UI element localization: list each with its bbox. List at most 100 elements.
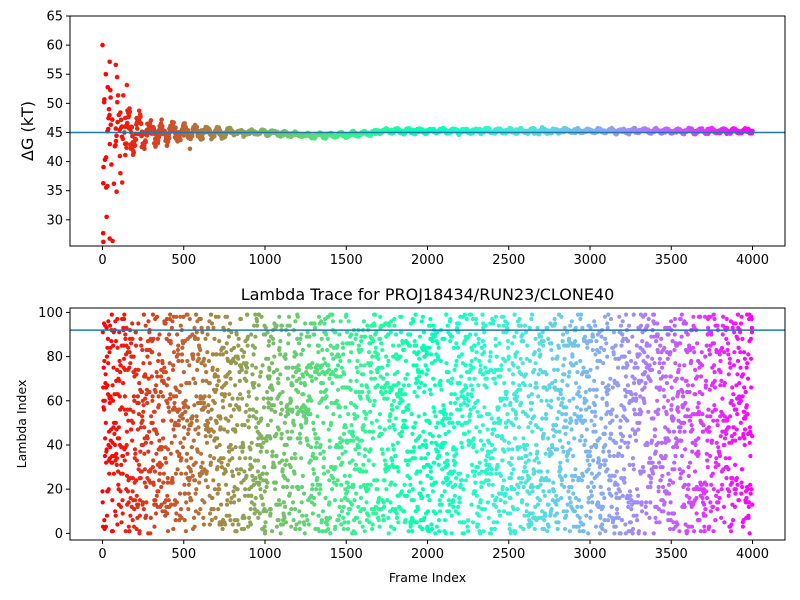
lambda-point: [449, 513, 454, 518]
lambda-point: [170, 480, 175, 485]
lambda-point: [229, 414, 234, 419]
lambda-point: [132, 447, 138, 452]
lambda-point: [326, 427, 331, 432]
lambda-point: [205, 332, 210, 337]
lambda-point: [144, 500, 149, 505]
lambda-point: [261, 396, 266, 401]
lambda-point: [403, 518, 408, 523]
lambda-point: [544, 416, 549, 421]
lambda-point: [221, 345, 226, 350]
lambda-point: [171, 427, 176, 432]
lambda-point: [379, 431, 384, 436]
lambda-point: [106, 361, 111, 366]
lambda-point: [415, 507, 420, 512]
lambda-point: [505, 412, 510, 417]
lambda-point: [210, 495, 215, 501]
lambda-point: [161, 436, 166, 441]
lambda-point: [562, 356, 567, 361]
lambda-point: [302, 522, 307, 527]
delta-g-point: [118, 117, 124, 123]
lambda-point: [196, 511, 201, 516]
lambda-point: [219, 502, 224, 507]
lambda-point: [119, 462, 124, 467]
lambda-point: [143, 323, 148, 328]
lambda-point: [318, 442, 323, 448]
lambda-point: [549, 398, 554, 403]
lambda-point: [368, 482, 373, 487]
lambda-point: [457, 500, 462, 505]
lambda-point: [442, 336, 447, 341]
lambda-point: [405, 462, 410, 467]
lambda-point: [441, 403, 446, 408]
lambda-point: [490, 431, 495, 436]
lambda-point: [369, 420, 374, 425]
lambda-points: [100, 312, 755, 536]
lambda-point: [533, 381, 539, 386]
lambda-point: [259, 416, 264, 421]
lambda-point: [300, 473, 305, 478]
lambda-point: [403, 358, 408, 364]
lambda-point: [381, 518, 386, 523]
lambda-point: [541, 343, 546, 348]
delta-g-point: [171, 120, 176, 125]
lambda-point: [559, 400, 565, 406]
lambda-point: [216, 378, 221, 383]
lambda-point: [243, 456, 248, 461]
lambda-point: [579, 478, 585, 483]
lambda-point: [399, 489, 404, 494]
lambda-point: [243, 487, 248, 492]
lambda-point: [165, 476, 170, 481]
lambda-point: [398, 354, 403, 359]
lambda-point: [410, 487, 415, 492]
lambda-point: [142, 480, 147, 485]
delta-g-point: [108, 122, 114, 127]
lambda-point: [208, 511, 213, 516]
lambda-point: [278, 339, 283, 344]
lambda-point: [435, 341, 440, 346]
lambda-point: [254, 425, 259, 430]
lambda-point: [521, 526, 526, 532]
lambda-point: [175, 347, 180, 353]
lambda-point: [551, 489, 557, 494]
lambda-point: [216, 482, 221, 487]
lambda-point: [153, 498, 158, 503]
lambda-point: [512, 487, 517, 492]
lambda-point: [560, 332, 566, 337]
lambda-point: [216, 314, 221, 319]
lambda-point: [176, 423, 181, 428]
lambda-point: [280, 467, 285, 472]
lambda-point: [504, 389, 509, 395]
lambda-point: [465, 524, 470, 529]
lambda-point: [250, 363, 255, 368]
lambda-point: [401, 383, 406, 388]
delta-g-point: [148, 118, 154, 123]
lambda-point: [538, 482, 543, 487]
lambda-point: [355, 370, 360, 375]
lambda-point: [311, 451, 316, 456]
lambda-point: [265, 389, 270, 395]
lambda-point: [482, 405, 487, 410]
lambda-point: [406, 407, 411, 412]
lambda-point: [550, 356, 555, 361]
lambda-point: [475, 465, 480, 470]
lambda-point: [518, 480, 524, 485]
x-tick-label: 1000: [248, 253, 281, 268]
lambda-point: [166, 376, 171, 381]
lambda-point: [236, 498, 242, 503]
lambda-point: [327, 515, 333, 521]
lambda-point: [154, 370, 159, 375]
lambda-point: [579, 434, 584, 439]
lambda-point: [178, 323, 183, 328]
lambda-point: [171, 363, 176, 368]
lambda-point: [183, 491, 188, 496]
lambda-point: [436, 462, 441, 467]
lambda-point: [408, 332, 413, 337]
lambda-point: [479, 414, 484, 419]
lambda-point: [140, 347, 145, 353]
lambda-point: [510, 381, 516, 386]
lambda-point: [293, 526, 298, 532]
lambda-point: [156, 394, 161, 399]
lambda-point: [399, 434, 404, 439]
lambda-point: [234, 332, 239, 337]
lambda-point: [547, 489, 552, 494]
